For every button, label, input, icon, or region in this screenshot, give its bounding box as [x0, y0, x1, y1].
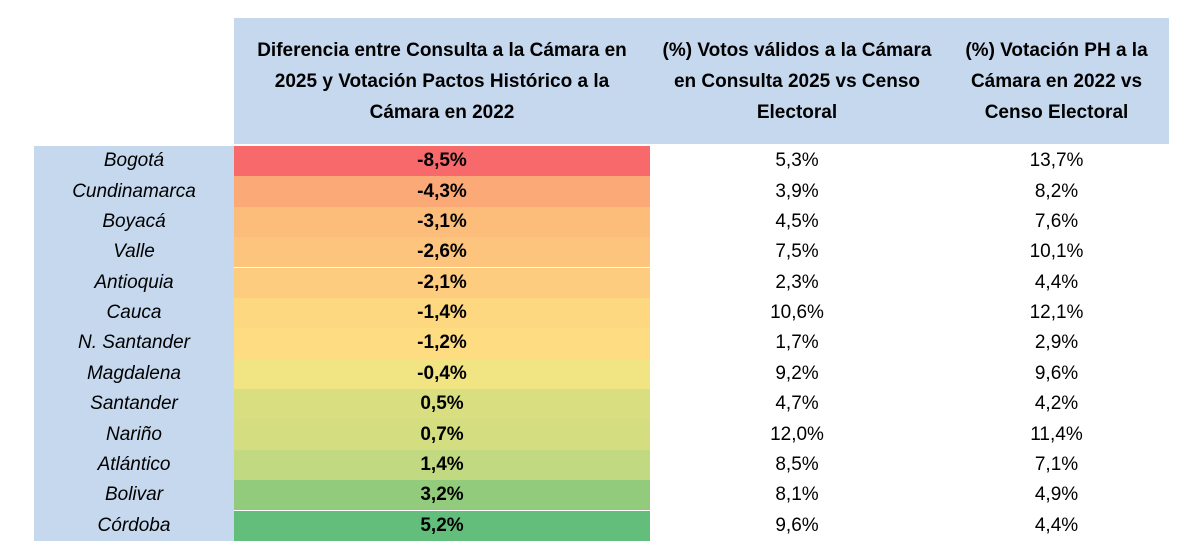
- valid-votes-value: 2,3%: [775, 271, 819, 293]
- difference-value: -1,4%: [234, 297, 650, 329]
- table-row: Nariño 0,7% 12,0% 11,4%: [34, 419, 1169, 450]
- table-row: Córdoba 5,2% 9,6% 4,4%: [34, 510, 1169, 541]
- department-name: Valle: [113, 241, 155, 263]
- department-name: Bogotá: [103, 150, 165, 172]
- valid-votes-value: 3,9%: [775, 180, 819, 202]
- difference-value: -2,1%: [234, 267, 650, 298]
- table-row: Bolivar 3,2% 8,1% 4,9%: [34, 480, 1169, 511]
- ph-votes-value: 4,4%: [1034, 271, 1079, 293]
- department-name: Bolivar: [104, 484, 164, 506]
- department-name: Nariño: [106, 423, 162, 445]
- difference-value: -2,6%: [234, 237, 650, 268]
- valid-votes-value: 5,3%: [775, 150, 819, 172]
- department-name: Antioquia: [94, 271, 174, 293]
- valid-votes-value: 7,5%: [775, 241, 819, 263]
- table-row: Atlántico 1,4% 8,5% 7,1%: [34, 449, 1169, 481]
- table-row: N. Santander -1,2% 1,7% 2,9%: [34, 328, 1169, 359]
- valid-votes-value: 8,1%: [775, 484, 819, 506]
- department-name: Córdoba: [97, 514, 171, 536]
- ph-votes-value: 4,4%: [1034, 514, 1079, 536]
- department-name: Boyacá: [102, 210, 166, 232]
- difference-value: 0,7%: [234, 419, 650, 450]
- table-row: Antioquia -2,1% 2,3% 4,4%: [34, 267, 1169, 298]
- department-name: Magdalena: [86, 362, 182, 384]
- table-row: Magdalena -0,4% 9,2% 9,6%: [34, 358, 1169, 389]
- department-name: Cundinamarca: [72, 180, 196, 202]
- difference-value: -4,3%: [234, 176, 650, 207]
- difference-value: 3,2%: [234, 480, 650, 511]
- table-row: Santander 0,5% 4,7% 4,2%: [34, 389, 1169, 420]
- valid-votes-value: 9,2%: [775, 362, 819, 384]
- difference-value: -3,1%: [234, 206, 650, 238]
- department-name: Atlántico: [97, 453, 171, 475]
- ph-votes-value: 10,1%: [1029, 241, 1084, 263]
- ph-votes-value: 4,9%: [1034, 484, 1079, 506]
- difference-value: 1,4%: [234, 449, 650, 481]
- ph-votes-value: 8,2%: [1034, 180, 1079, 202]
- difference-value: -8,5%: [234, 146, 650, 177]
- difference-value: 5,2%: [234, 510, 650, 541]
- table-row: Boyacá -3,1% 4,5% 7,6%: [34, 206, 1169, 238]
- valid-votes-value: 4,7%: [775, 393, 819, 415]
- header-ph-votes-2022: (%) Votación PH a la Cámara en 2022 vs C…: [944, 18, 1169, 144]
- department-name: Cauca: [106, 302, 162, 324]
- ph-votes-value: 12,1%: [1029, 302, 1084, 324]
- valid-votes-value: 12,0%: [770, 423, 824, 445]
- difference-value: 0,5%: [234, 389, 650, 420]
- valid-votes-value: 8,5%: [775, 453, 819, 475]
- table-row: Cundinamarca -4,3% 3,9% 8,2%: [34, 176, 1169, 207]
- department-name: Santander: [90, 393, 178, 415]
- ph-votes-value: 4,2%: [1034, 393, 1079, 415]
- difference-value: -0,4%: [234, 358, 650, 389]
- table-row: Cauca -1,4% 10,6% 12,1%: [34, 297, 1169, 329]
- ph-votes-value: 7,6%: [1034, 210, 1079, 232]
- difference-value: -1,2%: [234, 328, 650, 359]
- header-difference: Diferencia entre Consulta a la Cámara en…: [234, 18, 650, 144]
- table-row: Bogotá -8,5% 5,3% 13,7%: [34, 146, 1169, 177]
- ph-votes-value: 11,4%: [1030, 423, 1083, 445]
- department-column-background: [34, 146, 234, 541]
- valid-votes-value: 1,7%: [775, 332, 819, 354]
- ph-votes-value: 9,6%: [1034, 362, 1079, 384]
- valid-votes-value: 9,6%: [775, 514, 819, 536]
- ph-votes-value: 7,1%: [1034, 453, 1079, 475]
- ph-votes-value: 2,9%: [1034, 332, 1079, 354]
- table-row: Valle -2,6% 7,5% 10,1%: [34, 237, 1169, 268]
- valid-votes-value: 10,6%: [770, 302, 824, 324]
- valid-votes-value: 4,5%: [775, 210, 819, 232]
- header-valid-votes-2025: (%) Votos válidos a la Cámara en Consult…: [650, 18, 944, 144]
- department-name: N. Santander: [78, 332, 190, 354]
- ph-votes-value: 13,7%: [1029, 150, 1084, 172]
